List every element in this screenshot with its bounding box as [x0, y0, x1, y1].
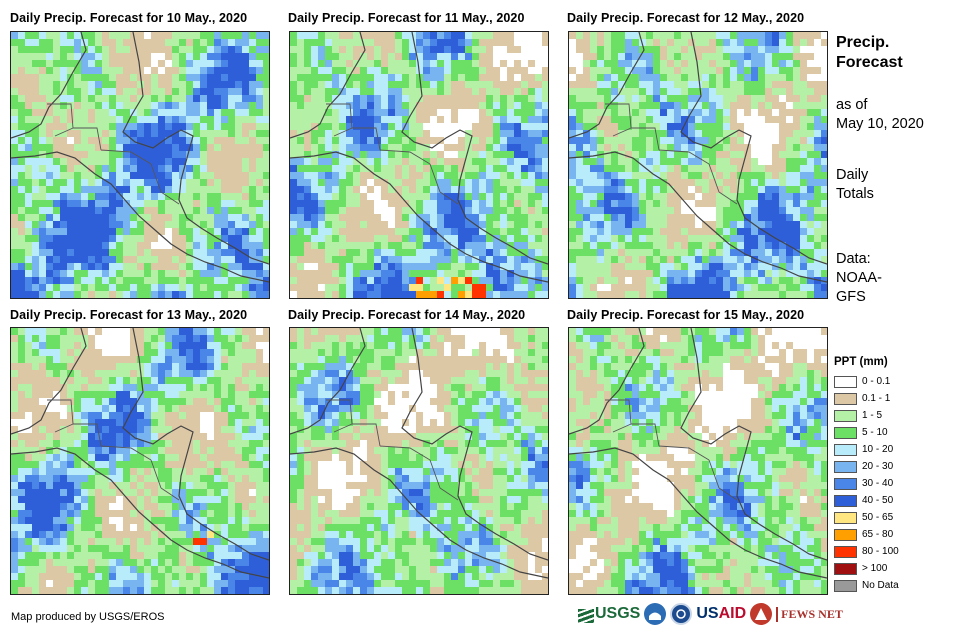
legend-label: No Data	[862, 580, 899, 591]
usaid-logo-aid: AID	[718, 605, 747, 622]
legend-swatch	[834, 494, 857, 507]
legend-label: 65 - 80	[862, 529, 894, 540]
legend-swatch	[834, 443, 857, 456]
panel-title-15-may: Daily Precip. Forecast for 15 May., 2020	[567, 308, 805, 322]
data-source-line1: Data:	[836, 251, 871, 267]
legend-item: No Data	[834, 577, 924, 594]
legend-item: 1 - 5	[834, 407, 924, 424]
legend-item: > 100	[834, 560, 924, 577]
map-panel-13-may	[10, 327, 270, 595]
daily-totals-line1: Daily	[836, 167, 869, 183]
map-panel-14-may	[289, 327, 549, 595]
precip-raster	[11, 328, 269, 594]
panel-title-13-may: Daily Precip. Forecast for 13 May., 2020	[10, 308, 248, 322]
coastline-outline	[11, 328, 269, 579]
coastline-outline	[290, 328, 548, 579]
panel-title-11-may: Daily Precip. Forecast for 11 May., 2020	[288, 11, 525, 25]
partner-logos: USGS USAID FEWS NET	[578, 601, 843, 627]
legend-swatch	[834, 511, 857, 524]
legend-item: 20 - 30	[834, 458, 924, 475]
daily-totals-note: Daily Totals	[836, 166, 874, 204]
precip-raster	[569, 328, 827, 594]
usgs-logo-text: USGS	[595, 605, 641, 622]
legend-label: 80 - 100	[862, 546, 899, 557]
country-borders	[326, 399, 459, 501]
map-panel-11-may	[289, 31, 549, 299]
legend-label: 30 - 40	[862, 478, 894, 489]
legend-item: 40 - 50	[834, 492, 924, 509]
coastline-outline	[290, 32, 548, 283]
legend-label: 40 - 50	[862, 495, 894, 506]
legend-rows: 0 - 0.1 0.1 - 1 1 - 5 5 - 10 10 - 20 20 - 30 3…	[834, 373, 924, 594]
precip-raster	[569, 32, 827, 298]
fews-net-logo-text: FEWS NET	[776, 606, 843, 622]
side-title-line1: Precip.	[836, 34, 890, 51]
legend-item: 65 - 80	[834, 526, 924, 543]
legend-swatch	[834, 477, 857, 490]
side-title: Precip. Forecast	[836, 33, 903, 73]
legend-item: 50 - 65	[834, 509, 924, 526]
map-panel-12-may	[568, 31, 828, 299]
legend-label: 0 - 0.1	[862, 376, 891, 387]
side-title-line2: Forecast	[836, 54, 903, 71]
map-panel-15-may	[568, 327, 828, 595]
country-borders	[605, 103, 738, 205]
precip-raster	[11, 32, 269, 298]
legend-swatch	[834, 392, 857, 405]
fews-net-emblem-icon	[750, 603, 773, 625]
precip-legend: PPT (mm) 0 - 0.1 0.1 - 1 1 - 5 5 - 10 10 - 2…	[834, 356, 924, 594]
legend-label: 5 - 10	[862, 427, 888, 438]
usgs-logo: USGS	[578, 605, 640, 623]
daily-totals-line2: Totals	[836, 186, 874, 202]
legend-label: 1 - 5	[862, 410, 883, 421]
panel-title-10-may: Daily Precip. Forecast for 10 May., 2020	[10, 11, 248, 25]
legend-swatch	[834, 460, 857, 473]
coastline-outline	[569, 328, 827, 579]
as-of-value: May 10, 2020	[836, 116, 924, 132]
panel-title-14-may: Daily Precip. Forecast for 14 May., 2020	[288, 308, 526, 322]
legend-label: 50 - 65	[862, 512, 894, 523]
legend-item: 10 - 20	[834, 441, 924, 458]
coastline-outline	[11, 32, 269, 283]
precip-raster	[290, 328, 548, 594]
data-source: Data: NOAA- GFS	[836, 250, 882, 307]
legend-swatch	[834, 579, 857, 592]
map-panel-10-may	[10, 31, 270, 299]
usgs-wave-icon	[578, 609, 594, 623]
legend-label: 10 - 20	[862, 444, 894, 455]
legend-swatch	[834, 528, 857, 541]
legend-label: > 100	[862, 563, 888, 574]
usaid-logo: USAID	[696, 605, 746, 623]
legend-title: PPT (mm)	[834, 356, 888, 368]
legend-label: 20 - 30	[862, 461, 894, 472]
usaid-logo-us: US	[696, 605, 719, 622]
country-borders	[605, 399, 738, 501]
as-of-label: as of	[836, 97, 868, 113]
legend-item: 5 - 10	[834, 424, 924, 441]
legend-swatch	[834, 409, 857, 422]
nasa-style-seal-icon	[670, 603, 693, 625]
legend-item: 80 - 100	[834, 543, 924, 560]
data-source-line2: NOAA-	[836, 270, 882, 286]
legend-swatch	[834, 545, 857, 558]
country-borders	[47, 399, 180, 501]
country-borders	[47, 103, 180, 205]
legend-swatch	[834, 375, 857, 388]
data-source-line3: GFS	[836, 289, 866, 305]
legend-item: 0 - 0.1	[834, 373, 924, 390]
as-of-date: as of May 10, 2020	[836, 96, 924, 134]
legend-label: 0.1 - 1	[862, 393, 891, 404]
legend-item: 30 - 40	[834, 475, 924, 492]
map-credit: Map produced by USGS/EROS	[11, 611, 165, 623]
noaa-logo-icon	[644, 603, 667, 625]
legend-swatch	[834, 426, 857, 439]
country-borders	[326, 103, 459, 205]
precip-raster	[290, 32, 548, 298]
panel-title-12-may: Daily Precip. Forecast for 12 May., 2020	[567, 11, 805, 25]
legend-swatch	[834, 562, 857, 575]
legend-item: 0.1 - 1	[834, 390, 924, 407]
coastline-outline	[569, 32, 827, 283]
